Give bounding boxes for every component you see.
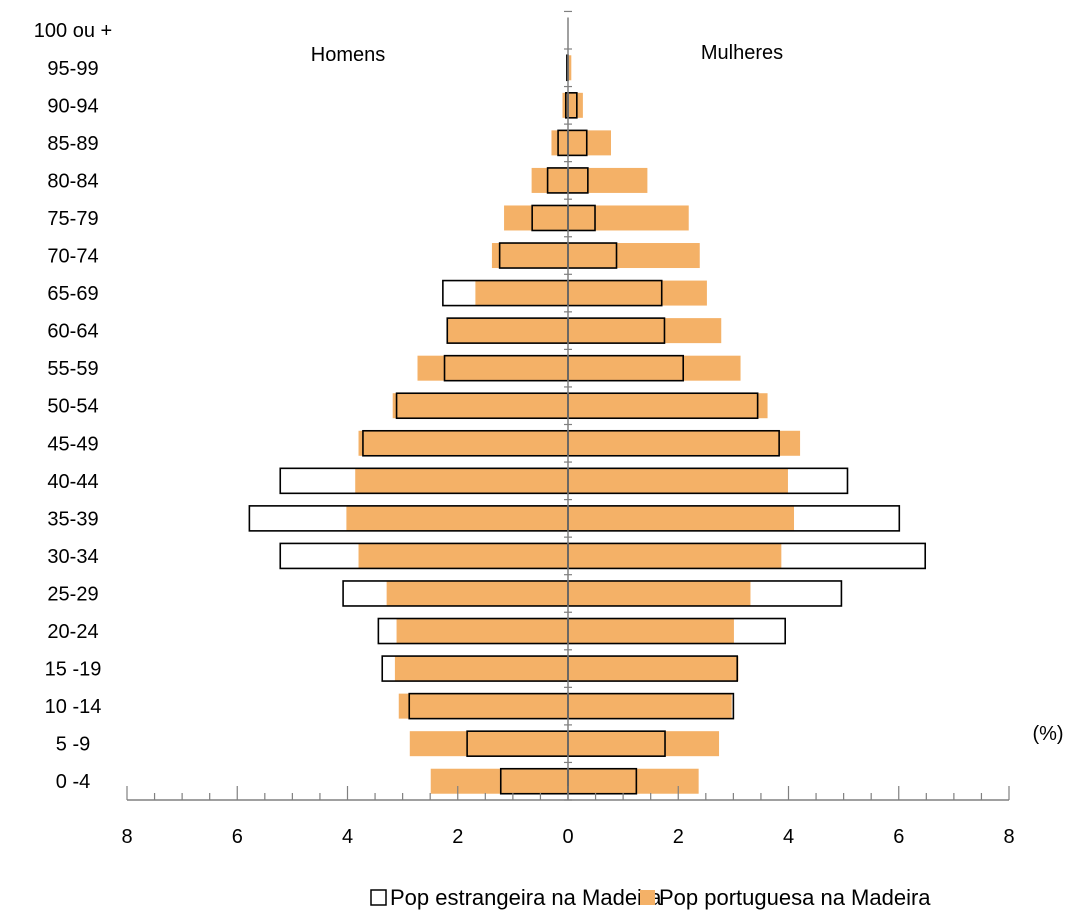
bar-portuguese-women — [568, 656, 739, 682]
left-group-label: Homens — [311, 44, 385, 66]
legend-label-foreign: Pop estrangeira na Madeira — [390, 885, 662, 910]
bar-portuguese-women — [568, 618, 734, 644]
category-label: 5 -9 — [56, 734, 90, 756]
bar-portuguese-women — [568, 280, 707, 306]
category-label: 25-29 — [47, 583, 98, 605]
category-label: 10 -14 — [45, 696, 102, 718]
legend-swatch-foreign — [370, 889, 387, 906]
category-label: 100 ou + — [34, 20, 112, 42]
category-label: 85-89 — [47, 133, 98, 155]
bar-portuguese-women — [568, 130, 611, 156]
y-axis-ticks — [564, 10, 572, 801]
bar-portuguese-women — [568, 693, 732, 719]
legend: Pop estrangeira na Madeira Pop portugues… — [370, 885, 931, 910]
x-tick-label: 4 — [342, 826, 353, 848]
right-group-label: Mulheres — [701, 42, 783, 64]
bar-portuguese-women — [568, 55, 572, 81]
x-tick-label: 2 — [673, 826, 684, 848]
bar-portuguese-men — [346, 505, 568, 531]
bar-portuguese-women — [568, 355, 741, 381]
legend-label-portuguese: Pop portuguesa na Madeira — [659, 885, 931, 910]
bar-portuguese-women — [568, 768, 699, 794]
category-label: 0 -4 — [56, 771, 90, 793]
bar-portuguese-men — [430, 768, 568, 794]
bar-portuguese-men — [394, 656, 568, 682]
bar-portuguese-women — [568, 205, 689, 231]
category-label: 45-49 — [47, 433, 98, 455]
bar-portuguese-men — [358, 543, 568, 569]
bar-portuguese-men — [551, 130, 568, 156]
bar-portuguese-men — [392, 393, 568, 419]
bar-portuguese-men — [358, 430, 568, 456]
bar-portuguese-men — [475, 280, 568, 306]
category-label: 70-74 — [47, 246, 98, 268]
x-tick-label: 2 — [452, 826, 463, 848]
bar-portuguese-men — [447, 318, 568, 344]
bar-portuguese-men — [386, 580, 568, 606]
category-label: 75-79 — [47, 208, 98, 230]
bar-portuguese-women — [568, 243, 700, 269]
bar-portuguese-women — [568, 167, 648, 193]
bar-portuguese-men — [355, 468, 568, 494]
category-label: 90-94 — [47, 95, 98, 117]
bar-portuguese-women — [568, 543, 782, 569]
bar-portuguese-men — [504, 205, 568, 231]
category-label: 30-34 — [47, 546, 98, 568]
category-label: 95-99 — [47, 58, 98, 80]
bar-portuguese-men — [491, 243, 568, 269]
x-tick-label: 6 — [893, 826, 904, 848]
category-label: 40-44 — [47, 471, 98, 493]
bar-portuguese-women — [568, 505, 795, 531]
category-label: 55-59 — [47, 358, 98, 380]
category-label: 60-64 — [47, 321, 98, 343]
series-portuguese-bars — [346, 55, 801, 794]
bar-portuguese-women — [568, 468, 788, 494]
bar-portuguese-women — [568, 580, 751, 606]
bar-portuguese-men — [409, 731, 568, 757]
x-axis-ticks — [126, 786, 1010, 800]
bar-portuguese-women — [568, 430, 801, 456]
bar-portuguese-women — [568, 92, 583, 118]
x-tick-label: 8 — [121, 826, 132, 848]
category-label: 20-24 — [47, 621, 98, 643]
category-label: 50-54 — [47, 396, 98, 418]
category-label: 80-84 — [47, 170, 98, 192]
bar-portuguese-women — [568, 731, 720, 757]
category-label: 35-39 — [47, 508, 98, 530]
x-tick-label: 4 — [783, 826, 794, 848]
bar-portuguese-women — [568, 318, 722, 344]
bar-portuguese-men — [417, 355, 568, 381]
legend-swatch-portuguese — [640, 890, 655, 905]
x-tick-label: 8 — [1003, 826, 1014, 848]
x-unit-label: (%) — [1032, 723, 1063, 745]
series-foreign-bars — [248, 54, 927, 795]
axes — [126, 10, 1010, 801]
category-label: 15 -19 — [45, 659, 102, 681]
x-tick-label: 6 — [232, 826, 243, 848]
bar-portuguese-men — [396, 618, 568, 644]
bar-portuguese-men — [531, 167, 568, 193]
y-axis-category-labels: 0 -4 5 -9 10 -14 15 -19 20-24 25-29 30-34 35-39… — [34, 20, 112, 793]
bar-portuguese-women — [568, 393, 768, 419]
x-tick-label: 0 — [562, 826, 573, 848]
category-label: 65-69 — [47, 283, 98, 305]
bar-portuguese-men — [398, 693, 568, 719]
x-axis-tick-labels: 8 6 4 2 0 2 4 6 8 — [121, 826, 1014, 848]
